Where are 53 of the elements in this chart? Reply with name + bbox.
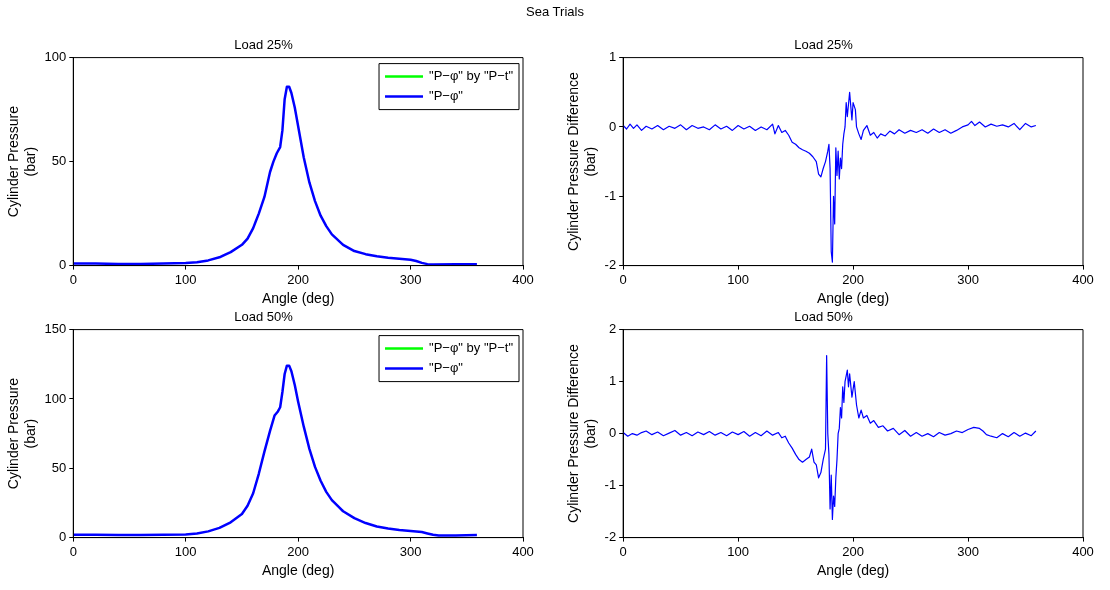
x-axis-title: Angle (deg) bbox=[816, 290, 890, 307]
y-tick-label: -2 bbox=[604, 257, 617, 273]
legend-label: "P−φ" by "P−t" bbox=[429, 340, 514, 356]
y-tick-label: 100 bbox=[44, 390, 67, 406]
x-tick-label: 100 bbox=[727, 271, 749, 287]
x-tick-label: 300 bbox=[957, 543, 979, 559]
x-tick-label: 400 bbox=[1072, 543, 1094, 559]
x-tick-label: 400 bbox=[512, 543, 534, 559]
y-tick-label: 0 bbox=[59, 529, 67, 545]
y-tick-label: 1 bbox=[608, 49, 617, 65]
y-tick-label: 0 bbox=[608, 118, 617, 134]
x-tick-label: 400 bbox=[512, 271, 534, 287]
y-tick-label: 0 bbox=[608, 425, 617, 441]
y-tick-label: 1 bbox=[608, 373, 617, 389]
y-axis-title: Cylinder Pressure (bar) bbox=[5, 105, 39, 218]
x-tick-label: 200 bbox=[842, 271, 864, 287]
y-tick-label: -1 bbox=[604, 187, 617, 203]
x-tick-label: 0 bbox=[69, 271, 77, 287]
x-tick-label: 100 bbox=[727, 543, 749, 559]
x-tick-label: 100 bbox=[174, 543, 197, 559]
y-tick-label: -2 bbox=[604, 529, 617, 545]
x-axis-title: Angle (deg) bbox=[261, 290, 335, 307]
y-axis-title: Cylinder Pressure Difference (bar) bbox=[565, 72, 599, 251]
y-tick-label: 100 bbox=[44, 49, 67, 65]
chart-title: Load 25% bbox=[794, 37, 854, 53]
x-tick-label: 300 bbox=[399, 543, 422, 559]
x-tick-label: 0 bbox=[69, 543, 77, 559]
x-axis-title: Angle (deg) bbox=[261, 562, 335, 579]
x-tick-label: 300 bbox=[957, 271, 979, 287]
y-tick-label: 150 bbox=[44, 321, 67, 337]
x-tick-label: 200 bbox=[842, 543, 864, 559]
legend-label: "P−φ" bbox=[429, 88, 464, 104]
x-tick-label: 200 bbox=[287, 271, 309, 287]
x-tick-label: 100 bbox=[174, 271, 197, 287]
chart-title: Load 25% bbox=[234, 37, 294, 53]
y-tick-label: -1 bbox=[604, 477, 617, 493]
x-axis-title: Angle (deg) bbox=[816, 562, 890, 579]
x-tick-label: 200 bbox=[287, 543, 309, 559]
x-tick-label: 300 bbox=[399, 271, 422, 287]
legend-label: "P−φ" by "P−t" bbox=[429, 68, 514, 84]
x-tick-label: 0 bbox=[619, 271, 627, 287]
x-tick-label: 0 bbox=[619, 543, 627, 559]
y-axis-title: Cylinder Pressure Difference (bar) bbox=[565, 344, 599, 523]
y-tick-label: 2 bbox=[608, 321, 617, 337]
x-tick-label: 400 bbox=[1072, 271, 1094, 287]
y-tick-label: 50 bbox=[51, 459, 67, 475]
y-axis-title: Cylinder Pressure (bar) bbox=[5, 377, 39, 490]
legend-label: "P−φ" bbox=[429, 360, 464, 376]
y-tick-label: 0 bbox=[59, 257, 67, 273]
chart-title: Load 50% bbox=[234, 309, 294, 325]
text: Sea Trials bbox=[525, 4, 585, 19]
y-tick-label: 50 bbox=[51, 153, 67, 169]
chart-title: Load 50% bbox=[794, 309, 854, 325]
